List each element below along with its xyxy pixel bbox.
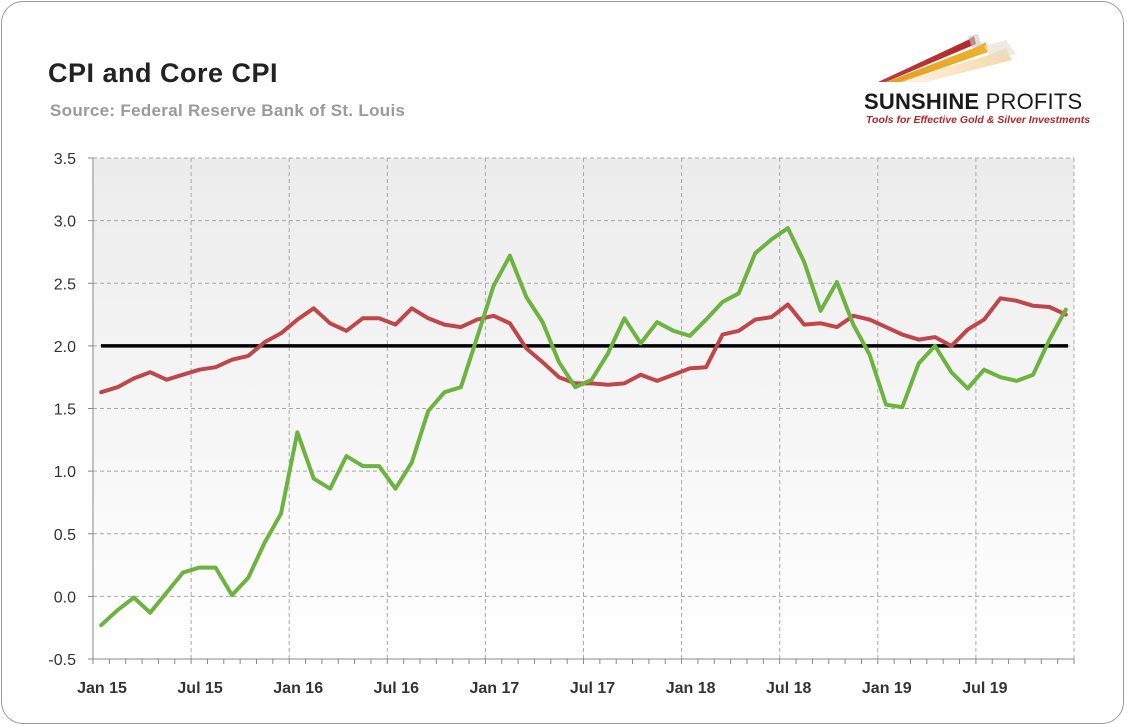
logo-name-bold: SUNSHINE	[864, 89, 980, 114]
y-tick-label: 1.0	[54, 464, 76, 481]
y-tick-label: 3.0	[54, 214, 76, 231]
chart-title: CPI and Core CPI	[48, 58, 279, 88]
y-tick-label: 0.5	[54, 527, 76, 544]
y-tick-label: 2.5	[54, 276, 76, 293]
sunshine-profits-logo: SUNSHINE PROFITS Tools for Effective Gol…	[856, 26, 1116, 136]
axes	[88, 157, 1075, 664]
logo-name: SUNSHINE PROFITS	[864, 89, 1082, 115]
chart-subtitle: Source: Federal Reserve Bank of St. Loui…	[50, 101, 406, 120]
y-tick-label: -0.5	[48, 652, 76, 669]
x-tick-label: Jan 15	[77, 680, 127, 697]
x-tick-label: Jan 19	[862, 680, 912, 697]
x-tick-label: Jan 17	[469, 680, 519, 697]
y-tick-label: 0.0	[54, 589, 76, 606]
cpi-line	[99, 226, 1068, 628]
y-tick-label: 2.0	[54, 339, 76, 356]
x-axis-ticks: Jan 15 Jul 15 Jan 16 Jul 16 Jan 17 Jul 17 Jan …	[77, 680, 1008, 697]
x-tick-label: Jul 16	[374, 680, 419, 697]
y-tick-label: 3.5	[54, 151, 76, 168]
logo-tagline: Tools for Effective Gold & Silver Invest…	[866, 114, 1091, 126]
y-tick-label: 1.5	[54, 402, 76, 419]
logo-rays-icon	[878, 34, 1016, 82]
x-tick-label: Jul 15	[177, 680, 222, 697]
x-tick-label: Jan 18	[666, 680, 716, 697]
logo-name-light: PROFITS	[979, 89, 1083, 114]
series-lines	[99, 226, 1068, 628]
x-tick-label: Jul 17	[570, 680, 615, 697]
x-tick-label: Jul 18	[766, 680, 811, 697]
x-tick-label: Jan 16	[273, 680, 323, 697]
x-tick-label: Jul 19	[962, 680, 1007, 697]
y-axis-ticks: 3.5 3.0 2.5 2.0 1.5 1.0 0.5 0.0 -0.5	[48, 151, 76, 669]
